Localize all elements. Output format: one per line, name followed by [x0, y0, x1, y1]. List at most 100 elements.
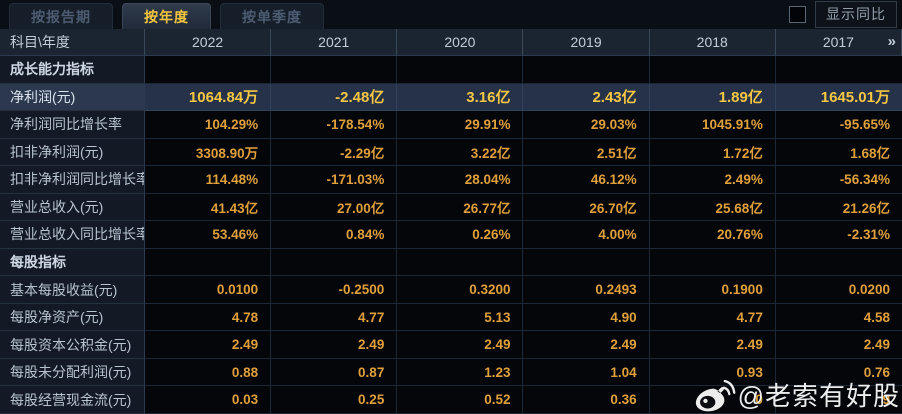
value-cell: 4.78: [145, 303, 272, 332]
value-cell: [523, 248, 650, 277]
year-header-2018: 2018: [649, 29, 776, 56]
year-header-2017: 2017 »: [775, 29, 902, 56]
year-header-2022: 2022: [145, 29, 272, 56]
more-years-chevron-icon[interactable]: »: [887, 32, 896, 50]
value-cell: 1645.01万: [775, 83, 902, 112]
value-cell: [649, 248, 776, 277]
value-cell: 0.76: [775, 358, 902, 387]
value-cell: [397, 56, 524, 84]
value-cell: 0.26%: [397, 221, 524, 249]
value-cell: -56.34%: [775, 166, 902, 194]
show-yoy-control: 显示同比: [789, 1, 902, 28]
value-cell: 4.77: [271, 303, 398, 332]
value-cell: [271, 56, 398, 84]
value-cell: [145, 56, 272, 84]
value-cell: 2.49: [271, 331, 398, 359]
value-cell: [649, 56, 776, 84]
value-cell: 4.77: [649, 303, 776, 332]
row-label: 净利润(元): [0, 83, 145, 112]
value-cell: 2.49%: [649, 166, 776, 194]
value-cell: 0.0200: [775, 276, 902, 304]
value-cell: -0.2500: [271, 276, 398, 304]
value-cell: 29.91%: [397, 111, 524, 139]
value-cell: 2.49: [649, 331, 776, 359]
row-label: 每股未分配利润(元): [0, 358, 145, 387]
value-cell: -2.48亿: [271, 83, 398, 112]
period-tab-bar: 按报告期 按年度 按单季度 显示同比: [0, 0, 902, 29]
row-label: 每股资本公积金(元): [0, 331, 145, 359]
value-cell: 114.48%: [145, 166, 272, 194]
value-cell: [775, 248, 902, 277]
value-cell: 28.04%: [397, 166, 524, 194]
value-cell: 0.87: [271, 358, 398, 387]
value-cell: -2.31%: [775, 221, 902, 249]
value-cell: 26.77亿: [397, 193, 524, 222]
value-cell: -178.54%: [271, 111, 398, 139]
row-label: 成长能力指标: [0, 56, 145, 84]
value-cell: 104.29%: [145, 111, 272, 139]
value-cell: 0.36: [523, 386, 650, 414]
show-yoy-checkbox[interactable]: [789, 6, 806, 23]
value-cell: [523, 56, 650, 84]
value-cell: -2.29亿: [271, 138, 398, 167]
value-cell: -95.65%: [775, 111, 902, 139]
value-cell: 4.58: [775, 303, 902, 332]
value-cell: 53.46%: [145, 221, 272, 249]
value-cell: 0: [649, 386, 776, 414]
value-cell: 0.2493: [523, 276, 650, 304]
value-cell: 21.26亿: [775, 193, 902, 222]
value-cell: 9: [775, 386, 902, 414]
value-cell: -171.03%: [271, 166, 398, 194]
value-cell: 1.68亿: [775, 138, 902, 167]
value-cell: [397, 248, 524, 277]
value-cell: 1.72亿: [649, 138, 776, 167]
value-cell: 41.43亿: [145, 193, 272, 222]
year-header-2017-label: 2017: [822, 34, 854, 50]
row-label: 营业总收入(元): [0, 193, 145, 222]
value-cell: 0.0100: [145, 276, 272, 304]
row-label: 每股指标: [0, 248, 145, 277]
value-cell: 0.52: [397, 386, 524, 414]
row-label: 每股经营现金流(元): [0, 386, 145, 414]
value-cell: 2.43亿: [523, 83, 650, 112]
value-cell: 5.13: [397, 303, 524, 332]
value-cell: 2.49: [775, 331, 902, 359]
financial-indicators-table: 科目\年度 2022 2021 2020 2019 2018 2017 » 成长…: [0, 29, 902, 414]
value-cell: 1045.91%: [649, 111, 776, 139]
row-label: 扣非净利润(元): [0, 138, 145, 167]
value-cell: 2.49: [145, 331, 272, 359]
row-label: 扣非净利润同比增长率: [0, 166, 145, 194]
year-header-2020: 2020: [397, 29, 524, 56]
value-cell: 0.88: [145, 358, 272, 387]
value-cell: 2.51亿: [523, 138, 650, 167]
row-label: 基本每股收益(元): [0, 276, 145, 304]
value-cell: 0.1900: [649, 276, 776, 304]
row-label: 每股净资产(元): [0, 303, 145, 332]
year-header-2019: 2019: [523, 29, 650, 56]
value-cell: 4.90: [523, 303, 650, 332]
tab-report-period[interactable]: 按报告期: [9, 3, 113, 29]
value-cell: [775, 56, 902, 84]
tab-quarterly[interactable]: 按单季度: [220, 3, 324, 29]
year-header-2021: 2021: [271, 29, 398, 56]
value-cell: 29.03%: [523, 111, 650, 139]
tab-annual[interactable]: 按年度: [122, 3, 211, 29]
value-cell: 0.25: [271, 386, 398, 414]
value-cell: 2.49: [523, 331, 650, 359]
value-cell: 26.70亿: [523, 193, 650, 222]
value-cell: 0.93: [649, 358, 776, 387]
value-cell: 1064.84万: [145, 83, 272, 112]
value-cell: 1.23: [397, 358, 524, 387]
row-label: 营业总收入同比增长率: [0, 221, 145, 249]
value-cell: 4.00%: [523, 221, 650, 249]
value-cell: 0.03: [145, 386, 272, 414]
value-cell: 27.00亿: [271, 193, 398, 222]
value-cell: 3.22亿: [397, 138, 524, 167]
value-cell: [271, 248, 398, 277]
show-yoy-label[interactable]: 显示同比: [815, 1, 897, 28]
value-cell: 1.89亿: [649, 83, 776, 112]
value-cell: 3.16亿: [397, 83, 524, 112]
value-cell: 2.49: [397, 331, 524, 359]
corner-header: 科目\年度: [0, 29, 145, 56]
value-cell: [145, 248, 272, 277]
